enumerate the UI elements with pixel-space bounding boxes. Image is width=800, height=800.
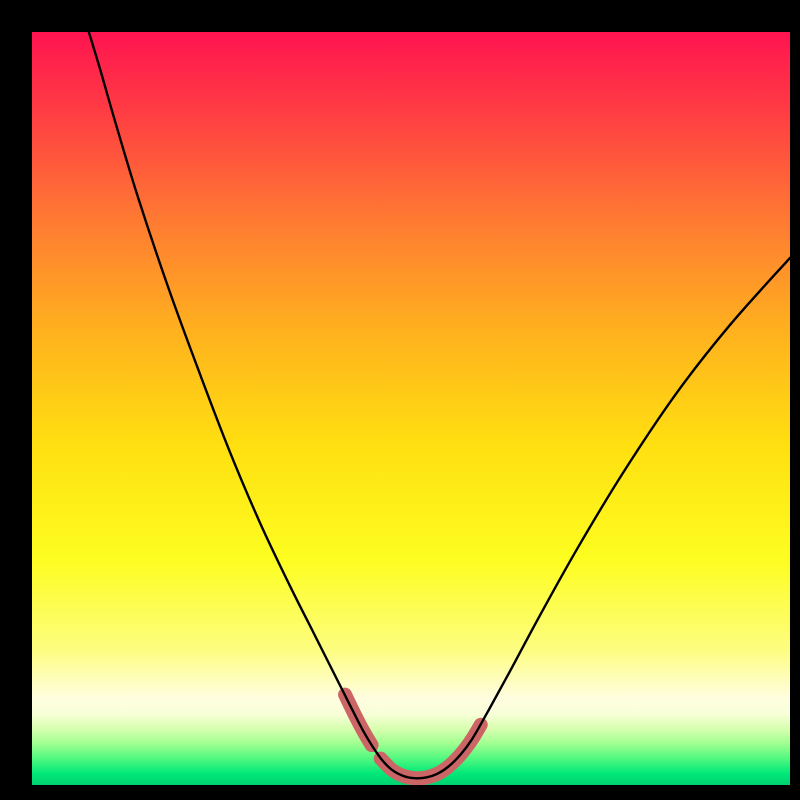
- frame-border-left: [0, 0, 32, 800]
- frame-border-top: [0, 0, 800, 32]
- chart-background-gradient: [32, 32, 790, 785]
- frame-border-right: [790, 0, 800, 800]
- frame-border-bottom: [0, 785, 800, 800]
- chart-plot-area: [32, 32, 790, 785]
- bottleneck-curve-chart: [32, 32, 790, 785]
